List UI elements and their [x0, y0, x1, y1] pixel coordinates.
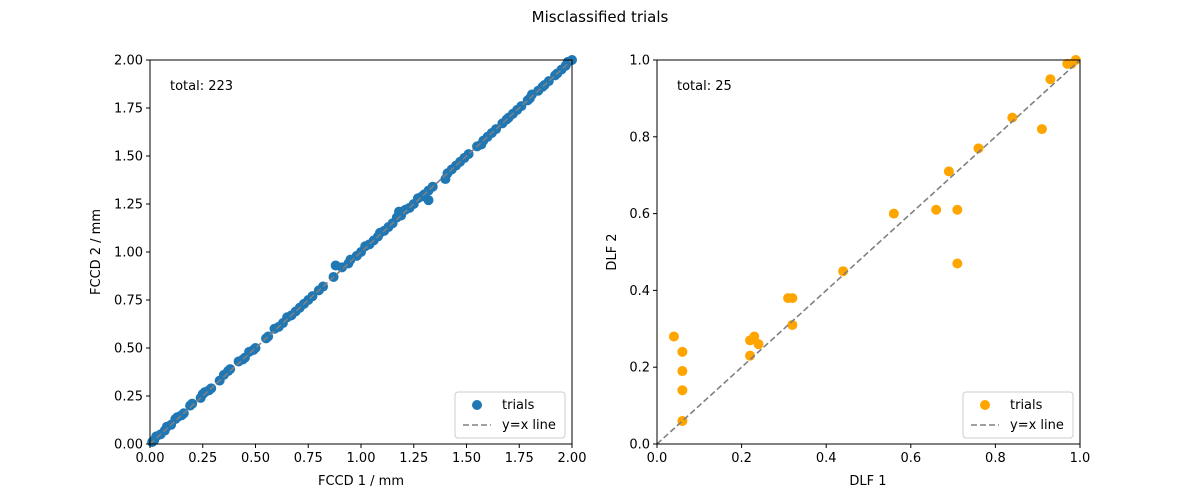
data-point-dlf — [668, 331, 679, 342]
y-tick-label-dlf: 0.8 — [629, 130, 650, 145]
y-axis-label-dlf: DLF 2 — [605, 233, 620, 270]
y-tick-label-fccd: 1.00 — [114, 246, 143, 261]
data-point-dlf — [1036, 124, 1047, 135]
axes-frame-fccd — [149, 59, 573, 445]
data-point-dlf — [677, 385, 688, 396]
legend-swatch-trials-dlf — [980, 400, 990, 410]
legend-dlf: trials y=x line — [962, 391, 1074, 439]
x-tick-label-dlf: 1.0 — [1070, 451, 1091, 466]
legend-label-trials-fccd: trials — [502, 398, 535, 413]
data-point-dlf — [753, 339, 764, 350]
x-tick-label-fccd: 1.50 — [452, 451, 481, 466]
axes-frame-dlf — [656, 59, 1081, 445]
x-tick-label-dlf: 0.0 — [647, 451, 668, 466]
legend-swatch-trials-fccd — [472, 400, 482, 410]
y-tick-label-fccd: 2.00 — [114, 54, 143, 69]
legend-label-yx-fccd: y=x line — [502, 418, 556, 433]
y-tick-label-fccd: 0.50 — [114, 342, 143, 357]
data-point-dlf — [888, 208, 899, 219]
annotation-total-fccd: total: 223 — [170, 79, 233, 94]
legend-fccd: trials y=x line — [454, 391, 566, 439]
x-tick-label-dlf: 0.6 — [900, 451, 921, 466]
data-point-dlf — [749, 331, 760, 342]
x-tick-label-fccd: 0.00 — [136, 451, 165, 466]
x-tick-label-fccd: 0.25 — [188, 451, 217, 466]
legend-label-trials-dlf: trials — [1010, 398, 1043, 413]
annotation-total-dlf: total: 25 — [677, 79, 732, 94]
y-tick-label-fccd: 0.25 — [114, 390, 143, 405]
data-point-dlf — [952, 204, 963, 215]
y-tick-label-fccd: 1.75 — [114, 102, 143, 117]
legend-label-yx-dlf: y=x line — [1010, 418, 1064, 433]
x-tick-label-fccd: 0.50 — [241, 451, 270, 466]
data-point-fccd — [187, 398, 198, 409]
legend-box-fccd — [454, 391, 566, 439]
data-point-dlf — [677, 346, 688, 357]
x-tick-label-dlf: 0.2 — [731, 451, 752, 466]
y-axis-label-fccd: FCCD 2 / mm — [89, 209, 104, 295]
y-tick-label-fccd: 1.50 — [114, 150, 143, 165]
x-tick-label-fccd: 2.00 — [558, 451, 587, 466]
y-tick-label-dlf: 0.0 — [629, 438, 650, 453]
yx-reference-line-fccd — [149, 59, 573, 445]
data-point-dlf — [677, 366, 688, 377]
axes-ticks-dlf: 0.0 0.2 0.4 0.6 0.8 1.0 0.0 0.2 0.4 0.6 0.8 1.0 — [629, 54, 1090, 467]
data-point-fccd — [225, 364, 236, 375]
y-tick-label-dlf: 0.4 — [629, 284, 650, 299]
chart-fccd: 0.00 0.25 0.50 0.75 1.00 1.25 1.50 1.75 2.00 0.00… — [89, 54, 586, 490]
yx-reference-line-dlf — [656, 59, 1081, 445]
x-axis-label-dlf: DLF 1 — [849, 474, 886, 489]
y-tick-label-dlf: 1.0 — [629, 54, 650, 69]
data-point-fccd — [423, 195, 434, 206]
y-tick-label-fccd: 1.25 — [114, 198, 143, 213]
figure-title: Misclassified trials — [532, 8, 669, 26]
chart-dlf: 0.0 0.2 0.4 0.6 0.8 1.0 0.0 0.2 0.4 0.6 0.8 1.0 tot… — [605, 54, 1090, 490]
x-tick-label-fccd: 1.00 — [347, 451, 376, 466]
y-tick-label-fccd: 0.75 — [114, 294, 143, 309]
data-point-dlf — [943, 166, 954, 177]
data-point-dlf — [787, 293, 798, 304]
legend-box-dlf — [962, 391, 1074, 439]
plot-area-dlf — [656, 55, 1081, 445]
x-axis-label-fccd: FCCD 1 / mm — [318, 474, 404, 489]
x-tick-label-dlf: 0.4 — [816, 451, 837, 466]
data-point-dlf — [1045, 74, 1056, 85]
y-tick-label-dlf: 0.2 — [629, 361, 650, 376]
x-tick-label-fccd: 0.75 — [294, 451, 323, 466]
y-tick-label-fccd: 0.00 — [114, 438, 143, 453]
data-point-dlf — [931, 204, 942, 215]
data-point-dlf — [952, 258, 963, 269]
y-tick-label-dlf: 0.6 — [629, 207, 650, 222]
x-tick-label-fccd: 1.75 — [505, 451, 534, 466]
plot-area-fccd — [147, 55, 577, 448]
x-tick-label-fccd: 1.25 — [399, 451, 428, 466]
axes-ticks-fccd: 0.00 0.25 0.50 0.75 1.00 1.25 1.50 1.75 2.00 0.00… — [114, 54, 586, 467]
x-tick-label-dlf: 0.8 — [985, 451, 1006, 466]
